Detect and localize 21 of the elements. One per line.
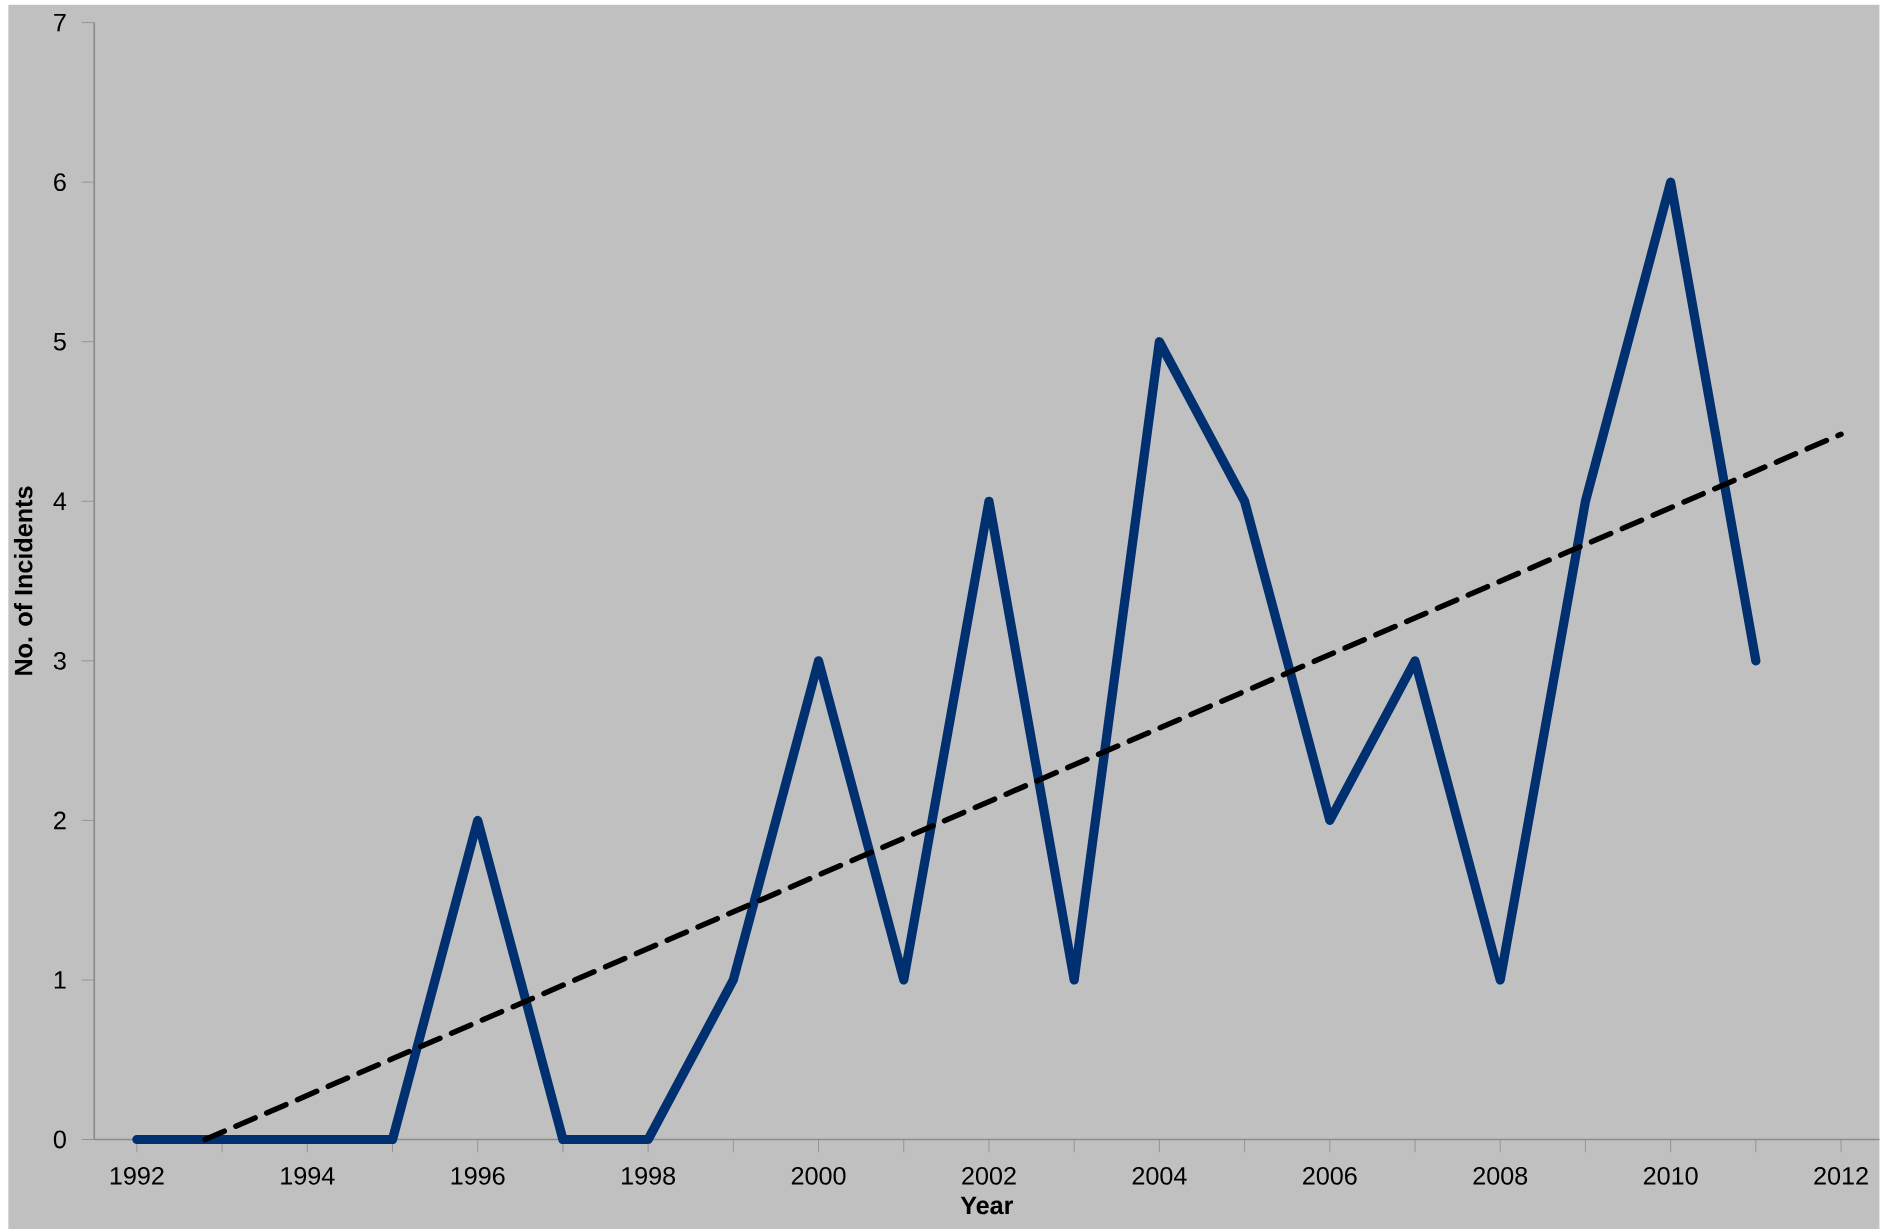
y-tick-label: 1 [54, 971, 66, 989]
y-tick-label: 3 [53, 651, 66, 670]
x-tick-label: 2002 [962, 1166, 1016, 1185]
x-tick-label: 2012 [1814, 1166, 1868, 1185]
y-tick-label: 0 [53, 1130, 66, 1149]
x-tick-label: 2000 [791, 1166, 846, 1185]
x-tick-label: 1998 [622, 1166, 675, 1185]
x-axis-title: Year [960, 1196, 1014, 1215]
x-tick-label: 2006 [1303, 1166, 1357, 1185]
y-tick-label: 4 [53, 492, 67, 510]
y-tick-label: 6 [54, 173, 66, 192]
y-tick-label: 7 [54, 13, 66, 32]
x-tick-label: 1994 [281, 1166, 335, 1185]
x-tick-label: 2010 [1643, 1166, 1698, 1185]
y-axis-title: No. of Incidents [13, 486, 33, 675]
y-tick-label: 2 [54, 811, 66, 830]
x-tick-label: 2004 [1132, 1166, 1187, 1185]
x-tick-label: 1996 [451, 1166, 505, 1185]
x-tick-label: 1992 [110, 1166, 164, 1185]
x-tick-label: 2008 [1473, 1166, 1528, 1185]
y-tick-label: 5 [53, 332, 66, 351]
